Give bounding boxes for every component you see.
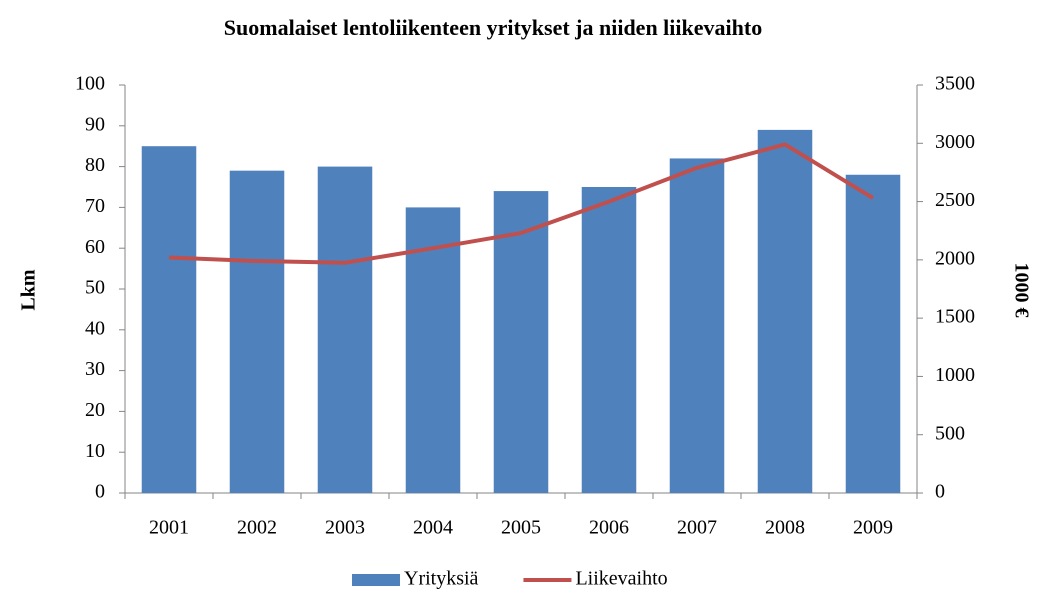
bar bbox=[405, 207, 461, 493]
x-tick-label: 2006 bbox=[589, 517, 629, 539]
chart-title: Suomalaiset lentoliikenteen yritykset ja… bbox=[224, 15, 762, 40]
y-tick-label: 10 bbox=[85, 440, 105, 462]
x-tick-label: 2009 bbox=[853, 517, 893, 539]
bar bbox=[229, 170, 285, 493]
bar bbox=[757, 129, 813, 493]
bar bbox=[669, 158, 725, 493]
bar bbox=[845, 174, 901, 493]
y2-tick-label: 2000 bbox=[935, 247, 975, 269]
y-tick-label: 100 bbox=[75, 73, 105, 95]
y-tick-label: 30 bbox=[85, 358, 105, 380]
y-tick-label: 90 bbox=[85, 113, 105, 135]
bar bbox=[493, 191, 549, 493]
legend-swatch bbox=[352, 574, 400, 586]
bar bbox=[141, 146, 197, 493]
y2-tick-label: 1000 bbox=[935, 364, 975, 386]
y2-tick-label: 2500 bbox=[935, 189, 975, 211]
line bbox=[168, 142, 875, 265]
y2-tick-label: 0 bbox=[935, 481, 945, 503]
x-tick-label: 2005 bbox=[501, 517, 541, 539]
x-tick-label: 2008 bbox=[765, 517, 805, 539]
bar bbox=[581, 187, 637, 493]
y2-tick-label: 3000 bbox=[935, 131, 975, 153]
x-tick-label: 2001 bbox=[149, 517, 189, 539]
x-tick-label: 2003 bbox=[325, 517, 365, 539]
y-tick-label: 80 bbox=[85, 154, 105, 176]
y2-tick-label: 3500 bbox=[935, 73, 975, 95]
x-tick-label: 2002 bbox=[237, 517, 277, 539]
y-axis-title: Lkm bbox=[18, 269, 40, 310]
legend-label: Yrityksiä bbox=[404, 568, 479, 590]
y-tick-label: 50 bbox=[85, 277, 105, 299]
y-tick-label: 40 bbox=[85, 317, 105, 339]
y-tick-label: 0 bbox=[95, 481, 105, 503]
y-tick-label: 60 bbox=[85, 236, 105, 258]
x-tick-label: 2004 bbox=[413, 517, 453, 539]
y-tick-label: 70 bbox=[85, 195, 105, 217]
y-tick-label: 20 bbox=[85, 399, 105, 421]
y2-axis-title: 1000 € bbox=[1010, 263, 1032, 318]
y2-tick-label: 1500 bbox=[935, 306, 975, 328]
y2-tick-label: 500 bbox=[935, 422, 965, 444]
bar bbox=[317, 166, 373, 493]
legend-label: Liikevaihto bbox=[575, 568, 667, 590]
x-tick-label: 2007 bbox=[677, 517, 717, 539]
